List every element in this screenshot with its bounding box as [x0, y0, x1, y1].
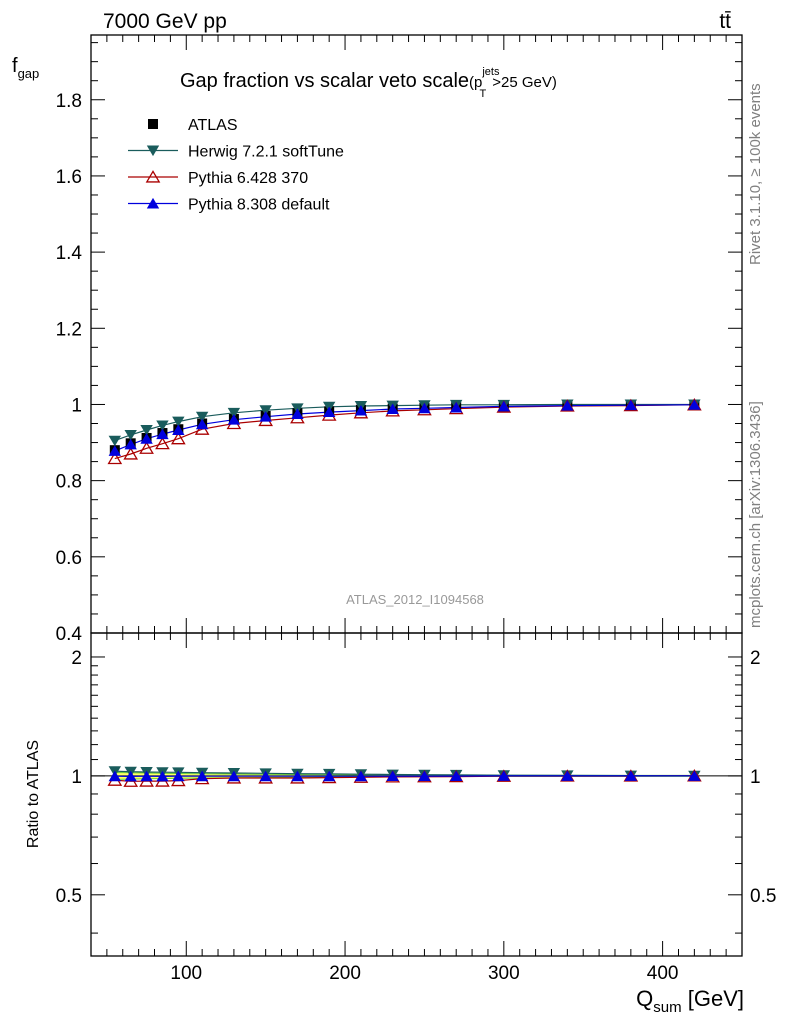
y-tick-label: 0.6: [56, 548, 82, 569]
data-point-3: [227, 414, 241, 425]
x-axis-label: Qsum [GeV]: [636, 986, 744, 1016]
legend-marker: [146, 145, 160, 157]
data-point-2: [170, 431, 186, 445]
data-point-3: [140, 433, 153, 444]
ratio-point-3: [124, 770, 137, 782]
x-axis: 100 200 300 400: [106, 35, 727, 984]
data-point-1: [156, 420, 169, 431]
ratio-plot-frame: [90, 632, 743, 957]
data-point-3: [561, 400, 574, 411]
series-line-2: [114, 404, 695, 460]
data-point-3: [156, 428, 169, 440]
data-point-3: [354, 404, 368, 416]
data-point-1: [227, 407, 241, 419]
data-point-3: [172, 424, 185, 435]
legend: ATLAS Herwig 7.2.1 softTune Pythia 6.428 3…: [128, 117, 344, 214]
data-point-1: [259, 405, 272, 416]
ratio-y-axis-label: Ratio to ATLAS: [25, 740, 42, 848]
y-tick-label: 1.2: [56, 319, 82, 340]
data-point-3: [322, 406, 336, 418]
data-point-2: [139, 441, 154, 454]
data-point-3: [195, 418, 209, 430]
data-point-1: [108, 435, 122, 447]
x-tick-label: 200: [329, 963, 361, 984]
ratio-point-3: [259, 770, 272, 782]
data-point-3: [386, 403, 399, 414]
data-point-3: [418, 402, 431, 414]
ratio-tick-label: 0.5: [56, 886, 82, 907]
ratio-tick-label: 2: [71, 648, 82, 669]
ratio-point-3: [624, 770, 638, 781]
process-label: tt̄: [719, 10, 731, 33]
chart-title: Gap fraction vs scalar veto scale(pjets T…: [180, 66, 557, 100]
ratio-series-group: [91, 766, 742, 787]
legend-label: Herwig 7.2.1 softTune: [188, 144, 344, 161]
ratio-point-3: [418, 770, 431, 782]
data-point-3: [259, 411, 272, 422]
legend-label: ATLAS: [188, 117, 238, 134]
source-label: mcplots.cern.ch [arXiv:1306.3436]: [747, 401, 764, 628]
y-axis-label: fgap: [12, 55, 39, 81]
x-tick-label: 400: [647, 963, 679, 984]
data-point-1: [124, 429, 137, 441]
ratio-tick-label-right: 1: [750, 767, 761, 788]
legend-label: Pythia 8.308 default: [188, 197, 330, 214]
ratio-tick-label-right: 2: [750, 648, 761, 669]
ratio-point-3: [227, 770, 241, 782]
y-tick-label: 1: [71, 395, 82, 416]
data-point-1: [172, 416, 185, 428]
y-tick-label: 0.8: [56, 472, 82, 493]
ratio-point-3: [449, 770, 463, 782]
ratio-point-3: [354, 770, 368, 782]
ratio-point-3: [140, 770, 153, 782]
x-tick-label: 300: [488, 963, 520, 984]
analysis-label: ATLAS_2012_I1094568: [346, 592, 484, 607]
data-point-1: [195, 411, 209, 423]
ratio-y-axis: 0.5 0.5 1 1 2 2: [56, 648, 776, 934]
data-point-1: [140, 425, 153, 436]
y-tick-label: 1.6: [56, 167, 82, 188]
legend-label: Pythia 6.428 370: [188, 170, 308, 187]
data-point-3: [497, 400, 511, 412]
rivet-version-label: Rivet 3.1.10, ≥ 100k events: [747, 83, 764, 265]
main-y-axis: 0.4 0.6 0.8 1 1.2 1.4 1.6 1.8: [56, 42, 742, 645]
ratio-point-3: [322, 770, 336, 782]
data-point-3: [124, 438, 137, 450]
data-point-3: [291, 408, 304, 419]
legend-marker: [148, 119, 158, 129]
legend-marker: [146, 197, 160, 209]
data-point-2: [155, 436, 170, 450]
energy-label: 7000 GeV pp: [103, 10, 227, 33]
ratio-point-3: [172, 770, 185, 782]
data-point-2: [107, 451, 123, 465]
main-series-group: [107, 397, 702, 465]
data-point-3: [449, 401, 463, 413]
ratio-tick-label: 1: [71, 767, 82, 788]
data-point-3: [108, 445, 122, 456]
x-tick-label: 100: [170, 963, 202, 984]
ratio-point-3: [561, 770, 574, 781]
ratio-point-3: [156, 770, 169, 782]
y-tick-label: 1.8: [56, 91, 82, 112]
ratio-tick-label-right: 0.5: [750, 886, 776, 907]
ratio-point-3: [108, 770, 122, 782]
data-point-3: [624, 399, 638, 411]
ratio-point-3: [291, 770, 304, 782]
ratio-point-3: [688, 770, 701, 781]
ratio-point-3: [497, 770, 511, 781]
data-point-3: [688, 399, 701, 410]
data-point-2: [123, 447, 139, 460]
y-tick-label: 0.4: [56, 624, 83, 645]
legend-marker: [145, 170, 161, 183]
ratio-point-3: [386, 770, 399, 782]
y-tick-label: 1.4: [56, 243, 83, 264]
ratio-point-3: [195, 770, 209, 782]
